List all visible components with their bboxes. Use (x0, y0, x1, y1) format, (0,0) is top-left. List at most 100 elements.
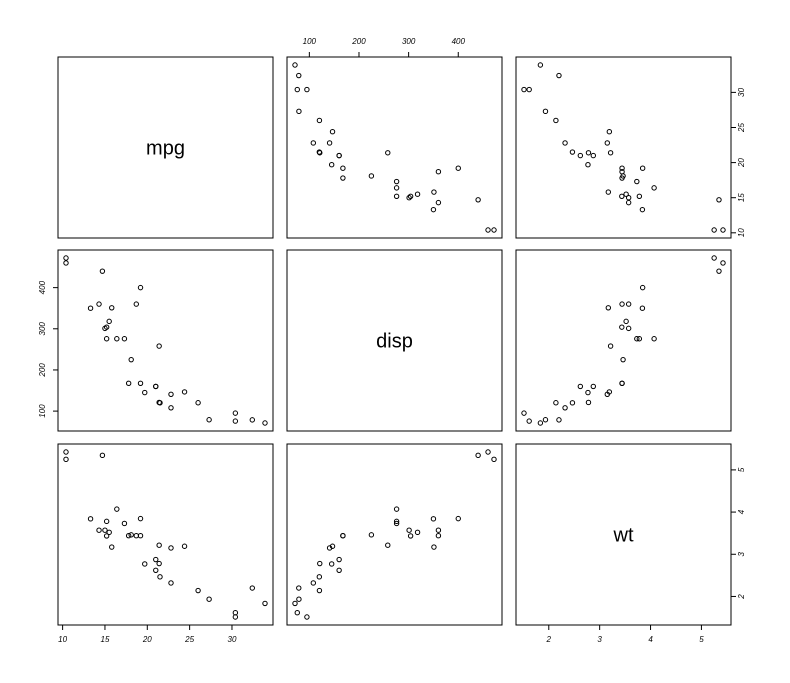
point-wt-vs-mpg-13 (103, 518, 110, 525)
point-mpg-vs-disp-1 (336, 152, 342, 159)
point-wt-vs-mpg-17 (249, 585, 256, 591)
point-disp-vs-mpg-14 (63, 255, 69, 261)
point-disp-vs-mpg-16 (99, 268, 106, 274)
mpg-y-tick-label-2: 20 (737, 158, 746, 168)
point-disp-vs-wt-10 (619, 380, 625, 386)
point-mpg-vs-wt-27 (521, 86, 527, 93)
point-mpg-vs-wt-25 (542, 108, 549, 115)
point-wt-vs-disp-3 (385, 542, 391, 548)
point-disp-vs-mpg-13 (103, 336, 110, 342)
point-wt-vs-mpg-23 (87, 516, 94, 522)
point-disp-vs-wt-12 (634, 336, 640, 342)
variable-label-mpg: mpg (146, 138, 185, 160)
disp-y-tick-label-1: 200 (38, 363, 47, 378)
point-mpg-vs-wt-28 (605, 189, 612, 195)
wt-x-tick-label-1: 3 (597, 635, 602, 644)
point-disp-vs-wt-6 (625, 301, 632, 307)
point-disp-vs-wt-4 (619, 301, 625, 307)
point-disp-vs-mpg-17 (249, 417, 256, 423)
point-wt-vs-disp-19 (292, 600, 298, 607)
point-mpg-vs-wt-2 (562, 140, 568, 146)
point-mpg-vs-disp-5 (368, 173, 375, 179)
point-mpg-vs-disp-31 (317, 150, 323, 156)
point-disp-vs-wt-28 (605, 305, 612, 311)
panel-frame-wt-wt (515, 443, 732, 626)
point-mpg-vs-disp-10 (340, 175, 346, 181)
disp-x-tick-label-0: 100 (303, 37, 317, 46)
point-mpg-vs-disp-14 (491, 227, 497, 233)
point-mpg-vs-wt-23 (639, 206, 646, 213)
point-mpg-vs-wt-30 (625, 195, 632, 201)
disp-y-tick-label-0: 100 (38, 404, 47, 418)
point-disp-vs-wt-14 (711, 255, 717, 261)
point-disp-vs-wt-31 (585, 399, 592, 406)
point-mpg-vs-disp-16 (475, 197, 481, 203)
point-disp-vs-wt-8 (604, 391, 610, 398)
point-disp-vs-mpg-23 (87, 305, 94, 311)
point-mpg-vs-disp-21 (414, 191, 421, 197)
wt-y-tick-label-3: 5 (737, 467, 746, 472)
point-mpg-vs-wt-22 (619, 193, 625, 200)
point-wt-vs-disp-30 (406, 527, 412, 533)
point-wt-vs-mpg-18 (232, 610, 239, 616)
point-disp-vs-mpg-28 (109, 305, 115, 311)
point-wt-vs-mpg-11 (114, 506, 120, 512)
point-disp-vs-wt-19 (537, 420, 544, 426)
point-mpg-vs-wt-10 (619, 175, 625, 181)
point-wt-vs-mpg-8 (168, 545, 174, 551)
point-mpg-vs-wt-15 (720, 227, 726, 233)
mpg-y-tick-label-0: 10 (737, 228, 746, 237)
point-disp-vs-mpg-10 (125, 380, 132, 386)
point-wt-vs-disp-28 (431, 544, 437, 550)
mpg-y-tick-label-4: 30 (737, 87, 746, 96)
point-disp-vs-mpg-4 (133, 301, 139, 307)
point-mpg-vs-disp-23 (430, 206, 437, 213)
point-wt-vs-mpg-3 (156, 542, 162, 548)
point-mpg-vs-disp-26 (316, 117, 323, 124)
point-wt-vs-disp-14 (491, 456, 497, 463)
point-disp-vs-mpg-9 (137, 380, 144, 386)
point-mpg-vs-disp-27 (304, 86, 310, 93)
point-mpg-vs-disp-2 (310, 140, 317, 146)
point-disp-vs-mpg-18 (232, 418, 239, 424)
point-wt-vs-disp-6 (435, 527, 442, 533)
point-wt-vs-disp-2 (310, 580, 317, 586)
point-mpg-vs-wt-14 (711, 227, 717, 233)
point-disp-vs-mpg-31 (156, 399, 162, 406)
point-disp-vs-mpg-19 (262, 420, 268, 426)
point-disp-vs-mpg-11 (114, 336, 120, 342)
point-mpg-vs-disp-28 (431, 189, 437, 195)
point-wt-vs-disp-18 (294, 610, 300, 616)
panel-frame-wt-disp (286, 443, 503, 626)
wt-x-tick-label-3: 5 (699, 635, 704, 644)
point-disp-vs-mpg-6 (96, 301, 102, 307)
wt-x-tick-label-2: 4 (648, 635, 653, 644)
mpg-x-tick-label-3: 25 (184, 635, 194, 644)
point-mpg-vs-disp-24 (455, 165, 461, 171)
point-wt-vs-disp-4 (435, 533, 442, 539)
point-mpg-vs-wt-11 (651, 185, 657, 191)
point-disp-vs-wt-13 (636, 336, 643, 342)
point-disp-vs-mpg-12 (121, 336, 128, 342)
point-wt-vs-mpg-2 (168, 580, 174, 586)
panel-frame-mpg-wt (515, 56, 732, 239)
point-wt-vs-mpg-26 (195, 587, 201, 594)
point-wt-vs-disp-12 (393, 520, 400, 527)
point-disp-vs-wt-0 (577, 383, 584, 390)
point-disp-vs-wt-1 (590, 383, 596, 390)
point-mpg-vs-disp-4 (435, 169, 442, 175)
point-mpg-vs-wt-18 (526, 86, 532, 93)
point-mpg-vs-wt-26 (553, 117, 559, 124)
panel-frame-disp-wt (515, 249, 732, 432)
point-mpg-vs-wt-1 (590, 152, 596, 159)
point-mpg-vs-disp-13 (393, 193, 400, 200)
point-mpg-vs-wt-3 (607, 150, 614, 156)
point-disp-vs-mpg-24 (137, 284, 144, 291)
point-disp-vs-wt-16 (716, 268, 722, 274)
point-wt-vs-disp-25 (296, 596, 302, 602)
point-disp-vs-wt-3 (607, 343, 614, 349)
point-disp-vs-mpg-7 (181, 389, 188, 395)
point-wt-vs-disp-1 (336, 556, 342, 563)
point-disp-vs-wt-27 (521, 410, 527, 416)
point-disp-vs-mpg-3 (156, 343, 162, 349)
